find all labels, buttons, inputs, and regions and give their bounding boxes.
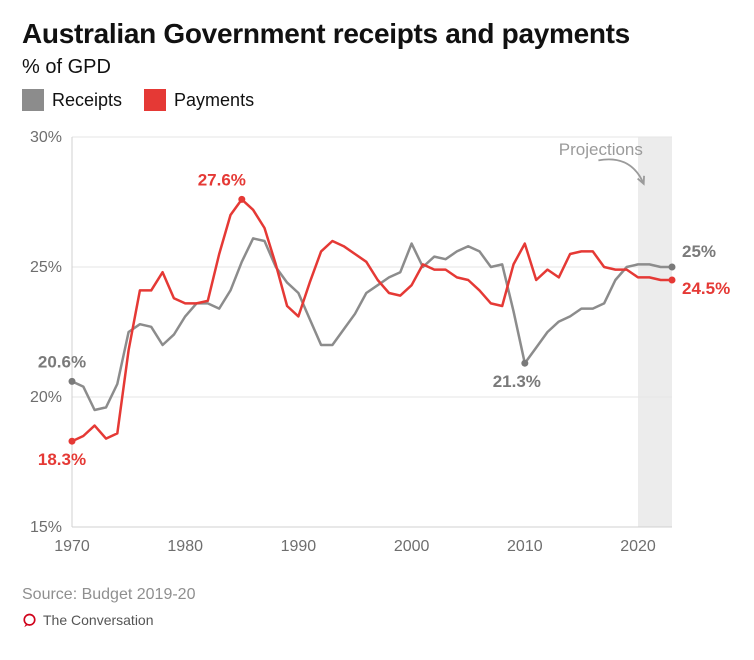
source-line: Source: Budget 2019-20 [22,586,732,604]
svg-text:1970: 1970 [54,538,90,555]
conversation-logo-icon [22,613,37,628]
legend-label-payments: Payments [174,90,254,111]
footer-brand: The Conversation [43,612,154,628]
svg-text:21.3%: 21.3% [493,372,541,391]
chart-plot: 15% 20% 25% 30% 1970 1980 1990 2000 2010 2020 Proj… [22,127,732,572]
svg-text:25%: 25% [30,259,62,276]
svg-text:2000: 2000 [394,538,430,555]
svg-text:30%: 30% [30,129,62,146]
svg-text:20.6%: 20.6% [38,352,86,371]
legend-swatch-payments [144,89,166,111]
chart-subtitle: % of GPD [22,56,732,79]
svg-text:25%: 25% [682,242,716,261]
svg-text:27.6%: 27.6% [198,170,246,189]
svg-text:2020: 2020 [620,538,656,555]
footer: The Conversation [22,612,732,628]
svg-text:18.3%: 18.3% [38,450,86,469]
svg-text:1980: 1980 [167,538,203,555]
chart-container: Australian Government receipts and payme… [0,0,754,660]
svg-text:24.5%: 24.5% [682,279,730,298]
legend-label-receipts: Receipts [52,90,122,111]
line-chart-svg: 15% 20% 25% 30% 1970 1980 1990 2000 2010 2020 Proj… [22,127,732,567]
chart-title: Australian Government receipts and payme… [22,18,732,50]
legend: Receipts Payments [22,89,732,111]
svg-text:20%: 20% [30,389,62,406]
legend-item-receipts: Receipts [22,89,122,111]
legend-item-payments: Payments [144,89,254,111]
svg-text:2010: 2010 [507,538,543,555]
svg-text:15%: 15% [30,519,62,536]
svg-text:1990: 1990 [281,538,317,555]
svg-text:Projections: Projections [559,140,643,159]
legend-swatch-receipts [22,89,44,111]
